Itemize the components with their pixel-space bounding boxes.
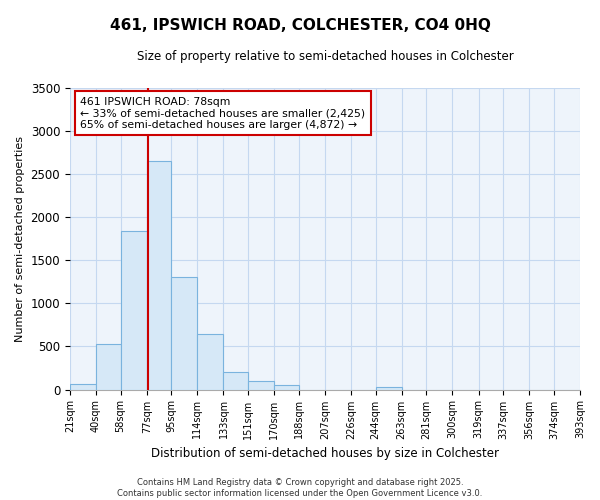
Bar: [248, 381, 274, 390]
Bar: [70, 384, 96, 390]
Bar: [121, 231, 146, 390]
Bar: [172, 276, 197, 390]
Bar: [96, 344, 121, 390]
Bar: [146, 161, 172, 390]
Bar: [274, 386, 299, 390]
Title: Size of property relative to semi-detached houses in Colchester: Size of property relative to semi-detach…: [137, 50, 514, 63]
Text: 461 IPSWICH ROAD: 78sqm
← 33% of semi-detached houses are smaller (2,425)
65% of: 461 IPSWICH ROAD: 78sqm ← 33% of semi-de…: [80, 97, 365, 130]
X-axis label: Distribution of semi-detached houses by size in Colchester: Distribution of semi-detached houses by …: [151, 447, 499, 460]
Y-axis label: Number of semi-detached properties: Number of semi-detached properties: [15, 136, 25, 342]
Bar: [197, 334, 223, 390]
Bar: [223, 372, 248, 390]
Bar: [376, 386, 402, 390]
Text: 461, IPSWICH ROAD, COLCHESTER, CO4 0HQ: 461, IPSWICH ROAD, COLCHESTER, CO4 0HQ: [110, 18, 490, 32]
Text: Contains HM Land Registry data © Crown copyright and database right 2025.
Contai: Contains HM Land Registry data © Crown c…: [118, 478, 482, 498]
